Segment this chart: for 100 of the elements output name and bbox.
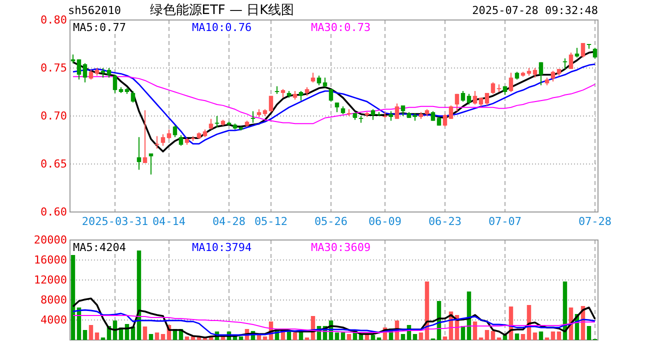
candlestick bbox=[160, 134, 166, 146]
bar bbox=[514, 334, 520, 340]
bar bbox=[262, 336, 268, 340]
bar bbox=[418, 332, 424, 340]
bar bbox=[550, 332, 556, 340]
bar bbox=[160, 334, 166, 340]
bar bbox=[292, 332, 298, 340]
text: sh562010 bbox=[68, 4, 121, 17]
text: MA30:3609 bbox=[311, 241, 371, 254]
y-tick-label: 0.70 bbox=[40, 110, 67, 123]
bar bbox=[412, 334, 418, 340]
candlestick bbox=[310, 72, 316, 83]
y-tick-label: 0.65 bbox=[40, 158, 67, 171]
text: 2025-07-28 09:32:48 bbox=[472, 4, 598, 17]
candlestick bbox=[298, 90, 304, 102]
x-tick-label: 04-14 bbox=[152, 214, 186, 228]
x-tick-label: 05-12 bbox=[254, 214, 288, 228]
candlestick bbox=[88, 69, 94, 80]
candlestick bbox=[448, 104, 454, 120]
text: MA5:4204 bbox=[73, 241, 126, 254]
bar bbox=[94, 332, 100, 340]
x-tick-label: 07-07 bbox=[488, 214, 522, 228]
candlestick bbox=[250, 110, 256, 124]
y-tick-label: 20000 bbox=[34, 234, 67, 247]
candlestick bbox=[568, 52, 574, 70]
candlestick bbox=[274, 86, 280, 94]
bar bbox=[154, 332, 160, 340]
candlestick bbox=[148, 152, 154, 176]
candlestick bbox=[574, 47, 580, 58]
x-tick-label: 04-28 bbox=[212, 214, 246, 228]
y-tick-label: 12000 bbox=[34, 274, 67, 287]
candlestick bbox=[538, 62, 544, 86]
text: MA10:3794 bbox=[192, 241, 252, 254]
bar bbox=[400, 334, 406, 340]
candlestick bbox=[388, 110, 394, 122]
candlestick bbox=[550, 70, 556, 82]
candlestick bbox=[490, 82, 496, 94]
candlestick bbox=[460, 90, 466, 102]
bar bbox=[520, 334, 526, 340]
line-series bbox=[72, 315, 596, 333]
candlestick bbox=[328, 88, 334, 102]
bar bbox=[490, 331, 496, 340]
candlestick bbox=[214, 116, 220, 128]
candlestick bbox=[172, 125, 178, 138]
text: MA5:0.77 bbox=[73, 21, 126, 34]
bar bbox=[586, 326, 592, 340]
bar bbox=[484, 330, 490, 340]
line-series bbox=[72, 50, 596, 152]
candlestick bbox=[472, 90, 478, 105]
bar bbox=[88, 325, 94, 340]
bar bbox=[148, 334, 154, 340]
bar bbox=[142, 326, 148, 340]
candlestick bbox=[76, 58, 82, 80]
candlestick bbox=[154, 136, 160, 150]
x-tick-label: 07-28 bbox=[578, 214, 612, 228]
x-tick-label: 06-09 bbox=[368, 214, 402, 228]
candlestick bbox=[592, 47, 598, 59]
x-tick-label: 05-26 bbox=[314, 214, 348, 228]
candlestick bbox=[466, 93, 472, 105]
y-tick-label: 0.80 bbox=[40, 14, 67, 27]
candlestick bbox=[562, 58, 568, 70]
bar bbox=[82, 330, 88, 340]
bar bbox=[442, 336, 448, 340]
x-tick-label: 2025-03-31 bbox=[82, 214, 148, 228]
line-series bbox=[72, 298, 596, 338]
bar bbox=[238, 336, 244, 340]
bar bbox=[532, 332, 538, 340]
bar bbox=[472, 322, 478, 340]
candlestick bbox=[442, 114, 448, 128]
bar bbox=[556, 332, 562, 340]
candlestick bbox=[100, 68, 106, 78]
candlestick bbox=[370, 108, 376, 120]
candlestick bbox=[454, 93, 460, 112]
bar bbox=[370, 335, 376, 340]
candlestick bbox=[112, 74, 118, 94]
line-series bbox=[72, 309, 596, 336]
candlestick bbox=[508, 72, 514, 92]
bar bbox=[538, 332, 544, 340]
bar bbox=[184, 336, 190, 340]
x-tick-label: 06-23 bbox=[428, 214, 462, 228]
y-tick-label: 0.60 bbox=[40, 206, 67, 219]
candlestick bbox=[484, 92, 490, 106]
candlestick bbox=[130, 90, 136, 104]
candlestick bbox=[208, 118, 214, 130]
bar bbox=[346, 334, 352, 340]
y-tick-label: 8000 bbox=[40, 294, 67, 307]
candlestick bbox=[316, 75, 322, 86]
y-tick-label: 4000 bbox=[40, 314, 67, 327]
candlestick bbox=[430, 110, 436, 122]
bar bbox=[334, 332, 340, 340]
candlestick bbox=[142, 110, 148, 164]
candlestick bbox=[82, 62, 88, 83]
candlestick bbox=[580, 42, 586, 58]
bar bbox=[70, 255, 76, 340]
text: MA10:0.76 bbox=[192, 21, 252, 34]
candlestick bbox=[178, 134, 184, 146]
chart-title: 绿色能源ETF — 日K线图 bbox=[150, 3, 294, 18]
candlestick bbox=[268, 95, 274, 113]
bar bbox=[340, 332, 346, 340]
candlestick bbox=[334, 102, 340, 113]
